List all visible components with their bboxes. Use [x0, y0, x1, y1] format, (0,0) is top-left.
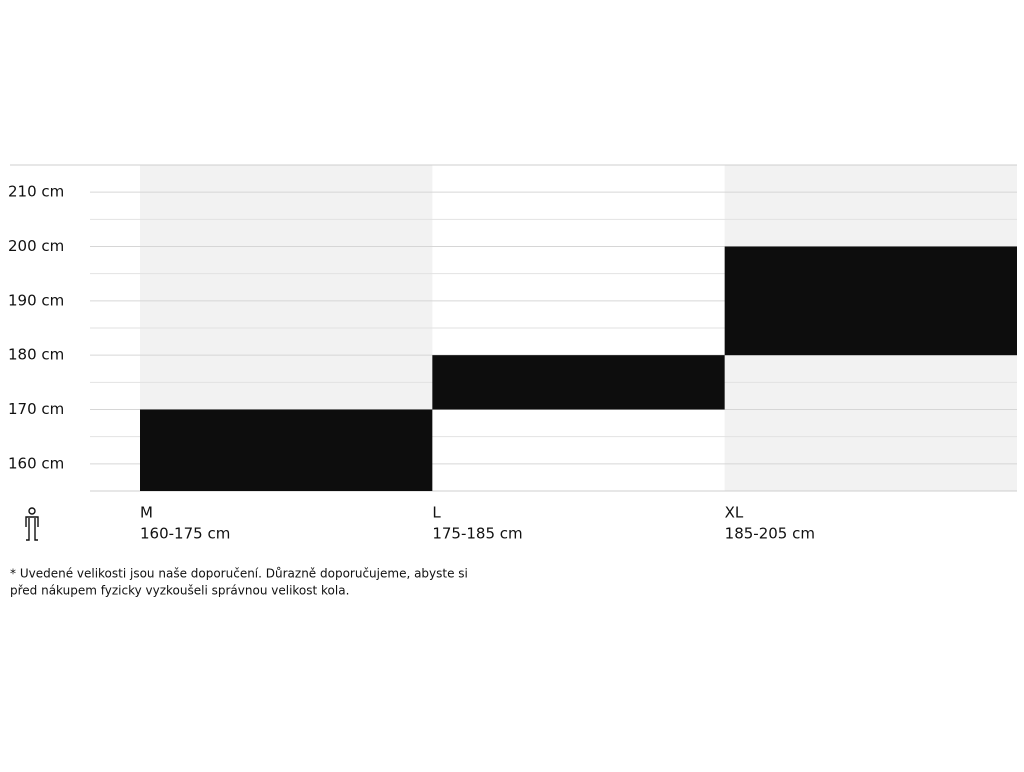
- size-range: 185-205 cm: [725, 525, 815, 543]
- y-tick-label: 180 cm: [8, 346, 64, 364]
- size-label: M: [140, 504, 153, 522]
- y-tick-label: 190 cm: [8, 291, 64, 309]
- footnote: před nákupem fyzicky vyzkoušeli správnou…: [10, 584, 349, 598]
- person-icon: [25, 507, 39, 541]
- size-range: 175-185 cm: [432, 525, 522, 543]
- range-bar: [724, 246, 1017, 356]
- y-tick-label: 200 cm: [8, 237, 64, 255]
- size-label: L: [432, 504, 441, 522]
- range-bar: [140, 409, 433, 491]
- range-bar: [432, 355, 725, 410]
- size-label: XL: [725, 504, 744, 522]
- y-tick-label: 160 cm: [8, 454, 64, 472]
- footnote: * Uvedené velikosti jsou naše doporučení…: [10, 567, 468, 581]
- y-tick-label: 210 cm: [8, 183, 64, 201]
- y-tick-label: 170 cm: [8, 400, 64, 418]
- size-range: 160-175 cm: [140, 525, 230, 543]
